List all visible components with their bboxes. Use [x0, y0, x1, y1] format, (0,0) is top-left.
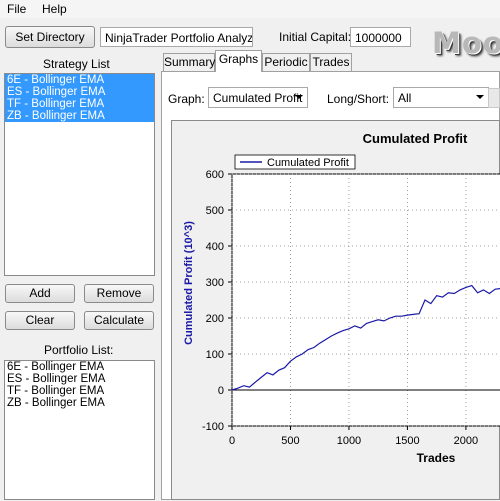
brand-logo: Moor	[432, 26, 500, 60]
portfolio-list-item[interactable]: 6E - Bollinger EMA	[7, 361, 105, 373]
y-axis-label: Cumulated Profit (10^3)	[183, 221, 195, 345]
x-tick-label: 1000	[337, 435, 361, 447]
strategy-list-item[interactable]: ES - Bollinger EMA	[5, 86, 154, 98]
directory-field[interactable]: NinjaTrader Portfolio Analyzer	[100, 27, 253, 47]
y-tick-label: 200	[206, 313, 224, 325]
chart-title: Cumulated Profit	[363, 131, 468, 146]
panel-scrollbar[interactable]	[488, 88, 500, 108]
y-tick-label: -100	[202, 421, 224, 433]
clear-button[interactable]: Clear	[5, 311, 75, 330]
remove-button[interactable]: Remove	[84, 284, 154, 303]
set-directory-button[interactable]: Set Directory	[5, 26, 95, 48]
legend-box	[234, 154, 356, 170]
cumulated-profit-chart: Cumulated Profit Trades Cumulated Profit…	[183, 131, 500, 465]
portfolio-listbox[interactable]: 6E - Bollinger EMA ES - Bollinger EMA TF…	[4, 360, 155, 500]
y-tick-label: 100	[206, 349, 224, 361]
calculate-button[interactable]: Calculate	[84, 311, 154, 330]
tab-trades[interactable]: Trades	[310, 53, 352, 71]
graph-select[interactable]: Cumulated Profit	[208, 87, 308, 108]
long-short-select-value: All	[398, 91, 412, 105]
chevron-down-icon	[476, 95, 484, 99]
menu-file[interactable]: File	[7, 2, 27, 16]
y-tick-label: 0	[218, 385, 224, 397]
portfolio-list-item[interactable]: TF - Bollinger EMA	[7, 385, 105, 397]
long-short-label: Long/Short:	[327, 92, 390, 106]
legend-label: Cumulated Profit	[267, 157, 349, 169]
portfolio-list-item[interactable]: ZB - Bollinger EMA	[7, 397, 105, 409]
y-tick-label: 300	[206, 277, 224, 289]
x-tick-label: 500	[281, 435, 299, 447]
strategy-list-item[interactable]: ZB - Bollinger EMA	[5, 110, 154, 122]
add-button[interactable]: Add	[5, 284, 75, 303]
chevron-down-icon	[295, 95, 303, 99]
long-short-select[interactable]: All	[393, 87, 489, 108]
x-tick-label: 1500	[395, 435, 419, 447]
plot-area	[231, 173, 500, 427]
tab-graphs[interactable]: Graphs	[215, 50, 262, 72]
y-tick-label: 600	[206, 169, 224, 181]
strategy-list-item[interactable]: 6E - Bollinger EMA	[5, 74, 154, 86]
tab-periodic[interactable]: Periodic	[262, 53, 310, 71]
portfolio-list-item[interactable]: ES - Bollinger EMA	[7, 373, 106, 385]
menu-bar: File Help	[0, 0, 500, 18]
strategy-list-title: Strategy List	[43, 57, 110, 71]
chart-area: Cumulated Profit Trades Cumulated Profit…	[171, 120, 500, 500]
series-line	[231, 284, 500, 391]
graph-select-value: Cumulated Profit	[213, 91, 303, 105]
y-tick-label: 400	[206, 241, 224, 253]
x-tick-label: 0	[229, 435, 235, 447]
initial-capital-field[interactable]: 1000000	[350, 27, 411, 47]
portfolio-list-title: Portfolio List:	[44, 343, 114, 357]
menu-help[interactable]: Help	[42, 2, 67, 16]
x-tick-label: 2000	[454, 435, 478, 447]
y-tick-label: 500	[206, 205, 224, 217]
strategy-listbox[interactable]: 6E - Bollinger EMA ES - Bollinger EMA TF…	[4, 73, 155, 276]
strategy-list-item[interactable]: TF - Bollinger EMA	[5, 98, 154, 110]
tab-summary[interactable]: Summary	[163, 53, 216, 71]
initial-capital-label: Initial Capital:	[279, 30, 352, 44]
graph-label: Graph:	[168, 92, 205, 106]
x-axis-label: Trades	[417, 451, 456, 465]
